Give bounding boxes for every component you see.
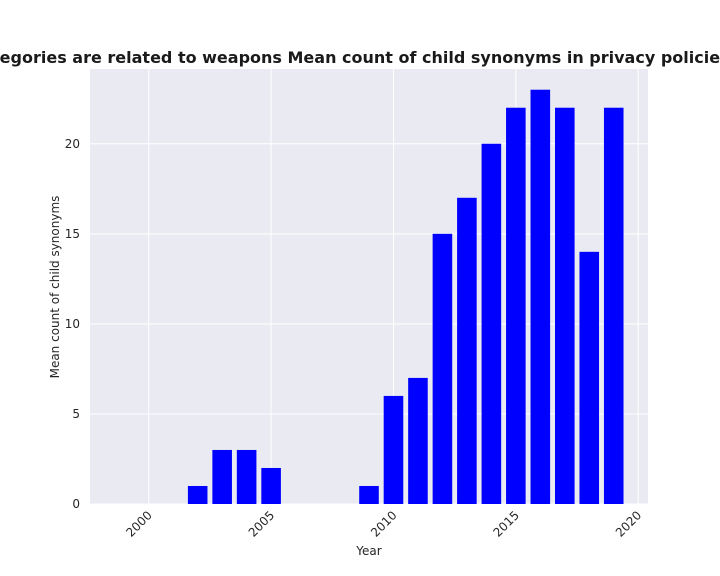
bar-2014 xyxy=(481,143,502,504)
y-tick-labels: 0 5 10 15 20 xyxy=(65,137,80,511)
chart-title: when categories are related to weapons M… xyxy=(0,48,720,67)
bar-2010 xyxy=(383,395,404,504)
bar-2004 xyxy=(236,449,257,504)
x-tick-label: 2010 xyxy=(368,508,399,539)
bars xyxy=(187,89,624,504)
bar-2018 xyxy=(579,251,600,504)
y-tick-label: 5 xyxy=(72,407,80,421)
x-axis-label: Year xyxy=(355,544,381,558)
bar-2005 xyxy=(261,467,281,504)
bar-2011 xyxy=(408,377,428,504)
bar-2013 xyxy=(457,197,477,504)
x-tick-label: 2005 xyxy=(246,508,277,539)
x-tick-label: 2000 xyxy=(123,508,154,539)
bar-2012 xyxy=(432,233,453,504)
y-tick-label: 10 xyxy=(65,317,80,331)
bar-2002 xyxy=(187,485,208,504)
x-tick-label: 2020 xyxy=(613,508,644,539)
bar-2017 xyxy=(555,107,575,504)
x-tick-label: 2015 xyxy=(490,508,521,539)
y-tick-label: 20 xyxy=(65,137,80,151)
bar-2009 xyxy=(359,485,379,504)
bar-2015 xyxy=(506,107,526,504)
y-axis-label: Mean count of child synonyms xyxy=(48,196,62,379)
x-tick-labels: 2000 2005 2010 2015 2020 xyxy=(123,508,644,539)
bar-2016 xyxy=(530,89,551,504)
y-tick-label: 0 xyxy=(72,497,80,511)
bar-2003 xyxy=(212,449,232,504)
y-tick-label: 15 xyxy=(65,227,80,241)
bar-2019 xyxy=(603,107,624,504)
